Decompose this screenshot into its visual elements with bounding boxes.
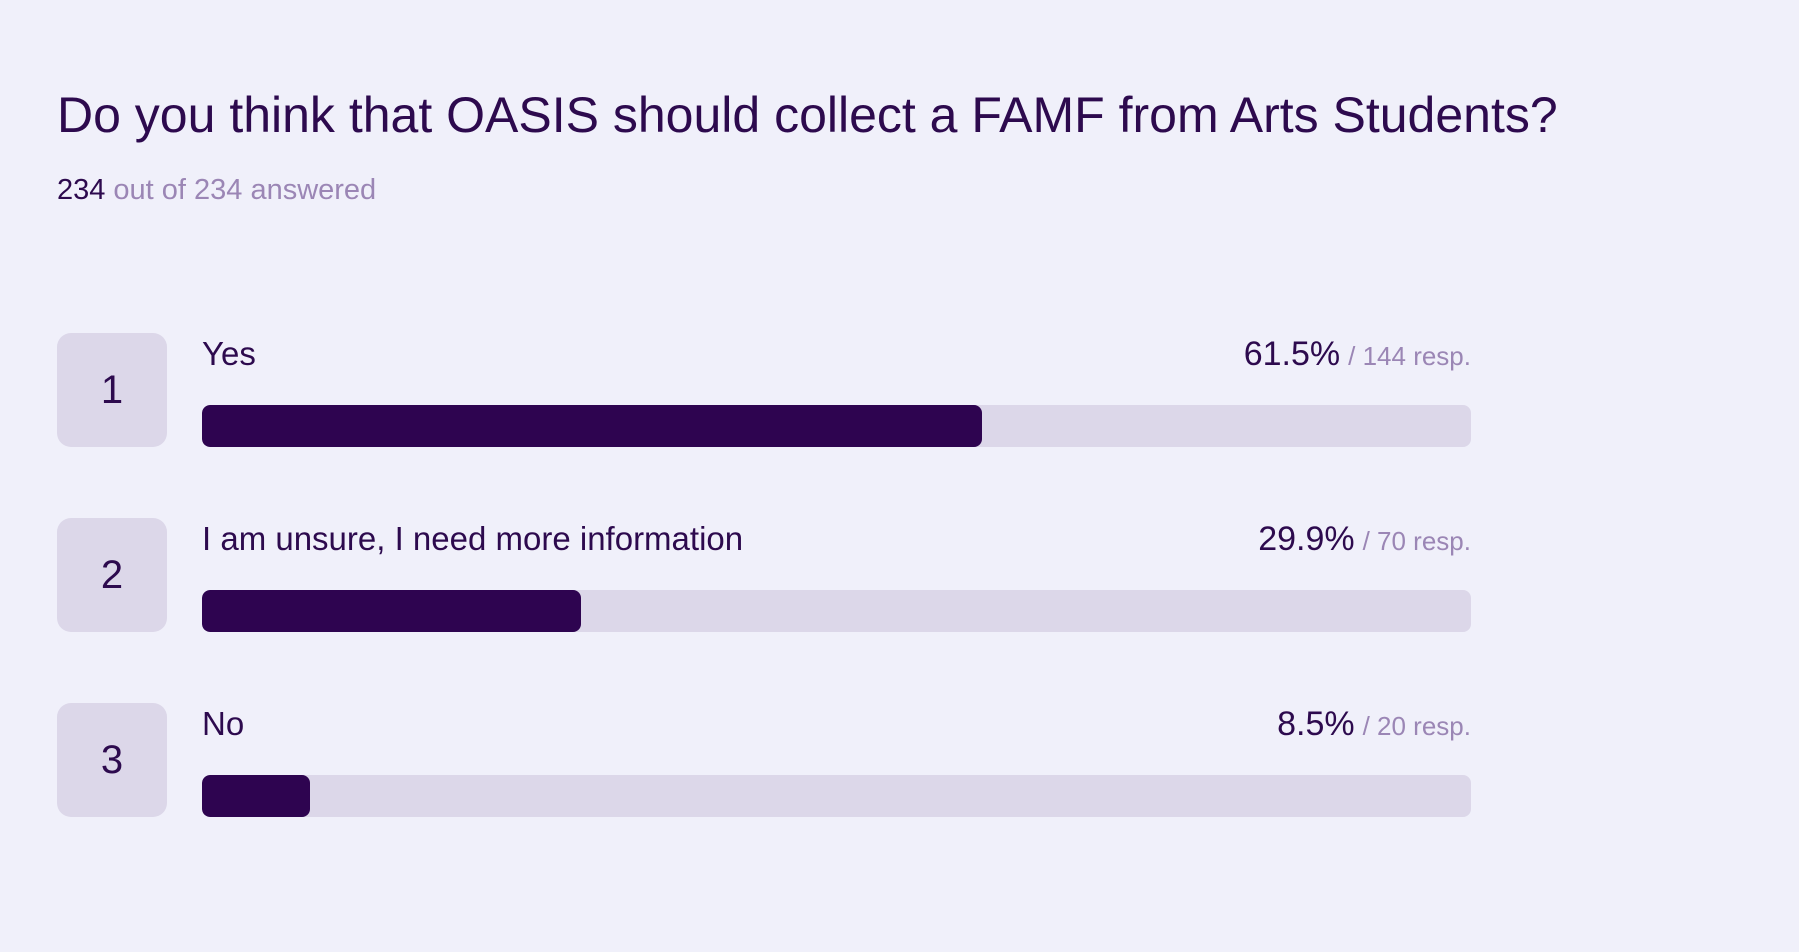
answered-count: 234 xyxy=(57,174,106,206)
option-index: 2 xyxy=(57,518,167,632)
answered-text: out of 234 answered xyxy=(113,174,377,206)
option-bar xyxy=(202,590,582,632)
option-result: 29.9%/ 70 resp. xyxy=(1258,520,1471,559)
option-track xyxy=(202,405,1471,447)
option-track xyxy=(202,590,1471,632)
option-result: 8.5%/ 20 resp. xyxy=(1277,705,1471,744)
answered-summary: 234 out of 234 answered xyxy=(57,174,376,207)
option-responses: / 20 resp. xyxy=(1362,711,1471,741)
option-index: 3 xyxy=(57,703,167,817)
option-result: 61.5%/ 144 resp. xyxy=(1244,335,1471,374)
option-bar xyxy=(202,775,310,817)
option-percent: 61.5% xyxy=(1243,335,1341,373)
question-title: Do you think that OASIS should collect a… xyxy=(57,87,1558,143)
option-row: 1 Yes 61.5%/ 144 resp. xyxy=(57,333,1471,447)
option-bar xyxy=(202,405,983,447)
option-percent: 8.5% xyxy=(1277,705,1355,743)
option-responses: / 144 resp. xyxy=(1348,341,1471,371)
option-label: Yes xyxy=(202,335,256,372)
option-row: 3 No 8.5%/ 20 resp. xyxy=(57,703,1471,817)
option-index: 1 xyxy=(57,333,167,447)
option-row: 2 I am unsure, I need more information 29.… xyxy=(57,518,1471,632)
option-label: I am unsure, I need more information xyxy=(202,520,744,557)
option-label: No xyxy=(202,705,245,742)
option-track xyxy=(202,775,1471,817)
option-percent: 29.9% xyxy=(1258,520,1355,558)
option-responses: / 70 resp. xyxy=(1362,526,1471,556)
